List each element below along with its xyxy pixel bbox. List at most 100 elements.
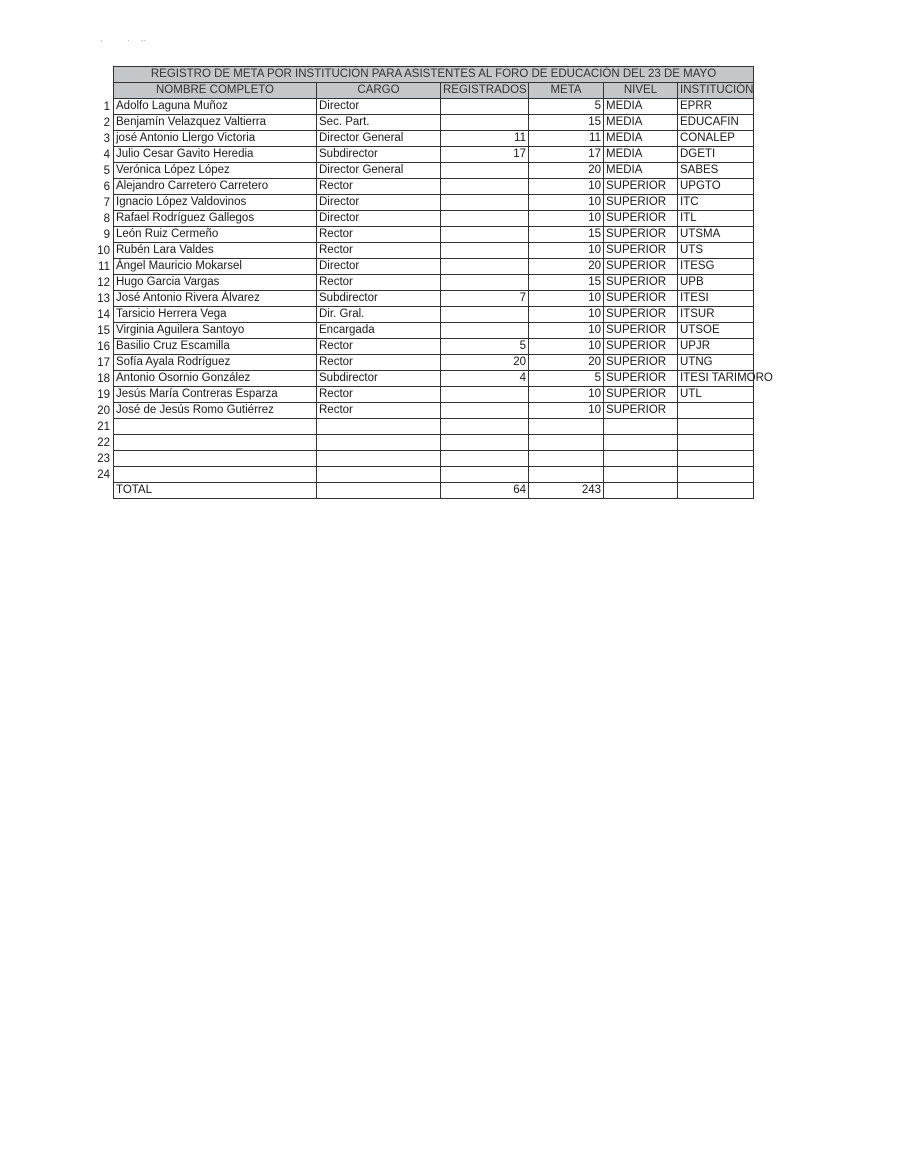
cell-nombre [113, 418, 317, 435]
row-number: 7 [103, 197, 110, 209]
row-number: 24 [97, 469, 110, 481]
table-row [113, 466, 755, 483]
cell-meta: 20 [528, 258, 604, 275]
cell-registrados: 5 [440, 338, 529, 355]
table-row: Hugo Garcia Vargas Rector 15 SUPERIOR UPB [113, 274, 755, 291]
total-nivel [603, 482, 678, 499]
cell-institucion [676, 450, 755, 467]
cell-nombre: Antonio Osornio González [113, 370, 317, 387]
header-cargo: CARGO [316, 82, 441, 99]
cell-meta: 10 [528, 178, 604, 195]
table-row: Basilio Cruz Escamilla Rector 5 10 SUPERIOR U… [113, 338, 755, 355]
table-row: Sofía Ayala Rodríguez Rector 20 20 SUPERIOR U… [113, 354, 755, 371]
table-row: Verónica López López Director General 20 ME… [113, 162, 755, 179]
cell-cargo: Director [316, 210, 441, 227]
header-meta: META [528, 82, 604, 99]
row-number: 4 [103, 149, 110, 161]
total-label: TOTAL [113, 482, 317, 499]
cell-nivel: SUPERIOR [603, 274, 678, 291]
cell-institucion: UPJR [676, 338, 755, 355]
cell-meta [528, 418, 604, 435]
registration-table: REGISTRO DE META POR INSTITUCION PARA AS… [112, 66, 773, 499]
cell-meta: 15 [528, 114, 604, 131]
cell-meta: 20 [528, 354, 604, 371]
table-row: Rafael Rodríguez Gallegos Director 10 SUPER… [113, 210, 755, 227]
total-registrados: 64 [440, 482, 529, 499]
cell-institucion [676, 466, 755, 483]
cell-meta: 15 [528, 226, 604, 243]
cell-registrados: 4 [440, 370, 529, 387]
cell-nivel: SUPERIOR [603, 386, 678, 403]
cell-cargo: Rector [316, 226, 441, 243]
table-row: Alejandro Carretero Carretero Rector 10 SUP… [113, 178, 755, 195]
cell-registrados [440, 114, 529, 131]
cell-meta: 11 [528, 130, 604, 147]
total-row: TOTAL 64 243 [113, 482, 755, 499]
cell-institucion: UPGTO [676, 178, 755, 195]
header-nivel: NIVEL [603, 82, 678, 99]
header-institucion: INSTITUCIÓN [676, 82, 755, 99]
table-row: Ignacio López Valdovinos Director 10 SUPERI… [113, 194, 755, 211]
cell-nivel: MEDIA [603, 98, 678, 115]
cell-institucion: ITSUR [676, 306, 755, 323]
table-title: REGISTRO DE META POR INSTITUCION PARA AS… [112, 66, 755, 83]
cell-nivel: SUPERIOR [603, 258, 678, 275]
cell-meta: 17 [528, 146, 604, 163]
cell-institucion: UPB [676, 274, 755, 291]
cell-meta: 10 [528, 242, 604, 259]
cell-institucion: ITL [676, 210, 755, 227]
table-row: Julio Cesar Gavito Heredia Subdirector 17 1… [113, 146, 755, 163]
cell-cargo: Dir. Gral. [316, 306, 441, 323]
cell-nombre: León Ruiz Cermeño [113, 226, 317, 243]
cell-nivel: MEDIA [603, 146, 678, 163]
cell-nivel [603, 434, 678, 451]
cell-cargo: Subdirector [316, 290, 441, 307]
cell-nivel: SUPERIOR [603, 194, 678, 211]
cell-nombre: Rafael Rodríguez Gallegos [113, 210, 317, 227]
cell-registrados [440, 258, 529, 275]
cell-cargo: Sec. Part. [316, 114, 441, 131]
cell-institucion: ITC [676, 194, 755, 211]
cell-nombre: José Antonio Rivera Álvarez [113, 290, 317, 307]
row-number: 23 [97, 453, 110, 465]
cell-nombre: Hugo Garcia Vargas [113, 274, 317, 291]
table-row: Antonio Osornio González Subdirector 4 5 SUP… [113, 370, 773, 387]
cell-cargo: Rector [316, 274, 441, 291]
cell-nombre: Julio Cesar Gavito Heredia [113, 146, 317, 163]
cell-institucion: UTSMA [676, 226, 755, 243]
cell-meta: 10 [528, 402, 604, 419]
cell-meta [528, 450, 604, 467]
cell-institucion: ITESG [676, 258, 755, 275]
cell-cargo: Rector [316, 354, 441, 371]
cell-cargo: Encargada [316, 322, 441, 339]
header-nombre: NOMBRE COMPLETO [113, 82, 317, 99]
row-number: 10 [97, 245, 110, 257]
row-number: 14 [97, 309, 110, 321]
row-number: 19 [97, 389, 110, 401]
cell-cargo: Director [316, 194, 441, 211]
cell-institucion: ITESI TARIMORO [676, 370, 773, 387]
cell-cargo [316, 450, 441, 467]
cell-registrados [440, 162, 529, 179]
cell-registrados [440, 434, 529, 451]
row-number: 11 [98, 261, 110, 273]
row-number: 3 [103, 133, 110, 145]
row-number: 13 [97, 293, 110, 305]
row-number: 15 [97, 325, 110, 337]
cell-meta: 15 [528, 274, 604, 291]
row-number: 8 [103, 213, 110, 225]
cell-nombre [113, 434, 317, 451]
cell-nivel: SUPERIOR [603, 178, 678, 195]
cell-registrados: 7 [440, 290, 529, 307]
cell-institucion [676, 402, 755, 419]
cell-nivel: SUPERIOR [603, 402, 678, 419]
cell-meta: 5 [528, 370, 604, 387]
table-row: León Ruiz Cermeño Rector 15 SUPERIOR UTSMA [113, 226, 755, 243]
cell-registrados [440, 306, 529, 323]
table-row: José de Jesús Romo Gutiérrez Rector 10 SUPE… [113, 402, 755, 419]
cell-institucion: UTL [676, 386, 755, 403]
table-row: Rubén Lara Valdes Rector 10 SUPERIOR UTS [113, 242, 755, 259]
cell-nivel: SUPERIOR [603, 354, 678, 371]
cell-nivel: SUPERIOR [603, 370, 678, 387]
cell-cargo: Subdirector [316, 370, 441, 387]
